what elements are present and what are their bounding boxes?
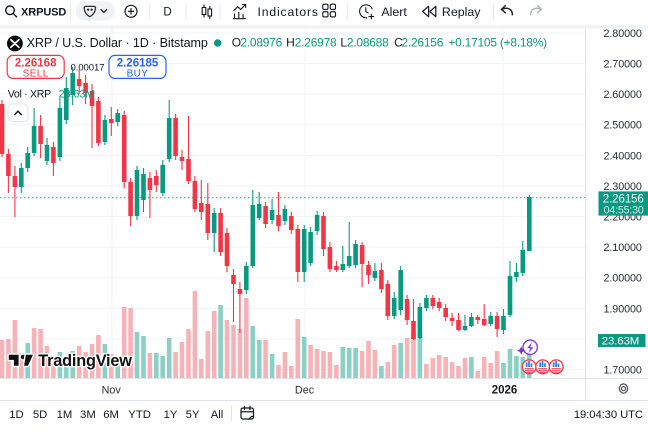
svg-text:SELL: SELL [23,69,49,80]
svg-text:2.26168: 2.26168 [15,57,57,69]
svg-text:2.50000: 2.50000 [604,120,642,132]
svg-text:2.26156: 2.26156 [402,36,444,50]
svg-text:Indicators: Indicators [258,5,319,19]
svg-text:6M: 6M [103,409,119,421]
svg-text:1D: 1D [9,409,23,421]
svg-text:D: D [163,6,171,19]
svg-text:Alert: Alert [381,5,407,19]
svg-text:19:04:30 UTC: 19:04:30 UTC [574,409,643,421]
svg-text:Nov: Nov [102,384,122,396]
svg-text:5Y: 5Y [186,409,200,421]
svg-text:2.10000: 2.10000 [604,242,642,254]
svg-text:2.08688: 2.08688 [347,36,389,50]
svg-text:2.30000: 2.30000 [604,181,642,193]
svg-text:1.90000: 1.90000 [604,303,642,315]
svg-text:XRPUSD: XRPUSD [21,6,66,18]
svg-text:1.70000: 1.70000 [604,365,642,377]
svg-text:YTD: YTD [128,409,151,421]
svg-text:Dec: Dec [295,384,315,396]
svg-text:All: All [211,409,224,421]
svg-text:2.80000: 2.80000 [604,28,642,40]
svg-text:Vol · XRP: Vol · XRP [8,88,51,100]
svg-text:2.26185: 2.26185 [117,57,159,69]
svg-text:TradingView: TradingView [38,352,132,370]
svg-text:2.60000: 2.60000 [604,89,642,101]
svg-text:04:55:30: 04:55:30 [604,205,644,217]
svg-text:2.08976: 2.08976 [240,36,282,50]
svg-text:2.40000: 2.40000 [604,150,642,162]
svg-text:1M: 1M [57,409,73,421]
svg-text:23.63M: 23.63M [59,88,95,100]
svg-text:2.70000: 2.70000 [604,59,642,71]
svg-text:23.63M: 23.63M [602,335,639,347]
svg-text:XRP / U.S. Dollar · 1D · Bitst: XRP / U.S. Dollar · 1D · Bitstamp [27,36,208,50]
svg-text:1Y: 1Y [164,409,178,421]
svg-text:H: H [286,36,294,50]
svg-text:BUY: BUY [127,69,149,80]
svg-text:5D: 5D [33,409,47,421]
svg-text:0.00017: 0.00017 [71,63,105,74]
svg-text:+0.17105 (+8.18%): +0.17105 (+8.18%) [448,36,547,50]
svg-text:2026: 2026 [492,385,518,397]
svg-text:Replay: Replay [442,5,481,19]
svg-text:3M: 3M [80,409,96,421]
svg-text:2.00000: 2.00000 [604,273,642,285]
svg-text:2.26978: 2.26978 [295,36,337,50]
